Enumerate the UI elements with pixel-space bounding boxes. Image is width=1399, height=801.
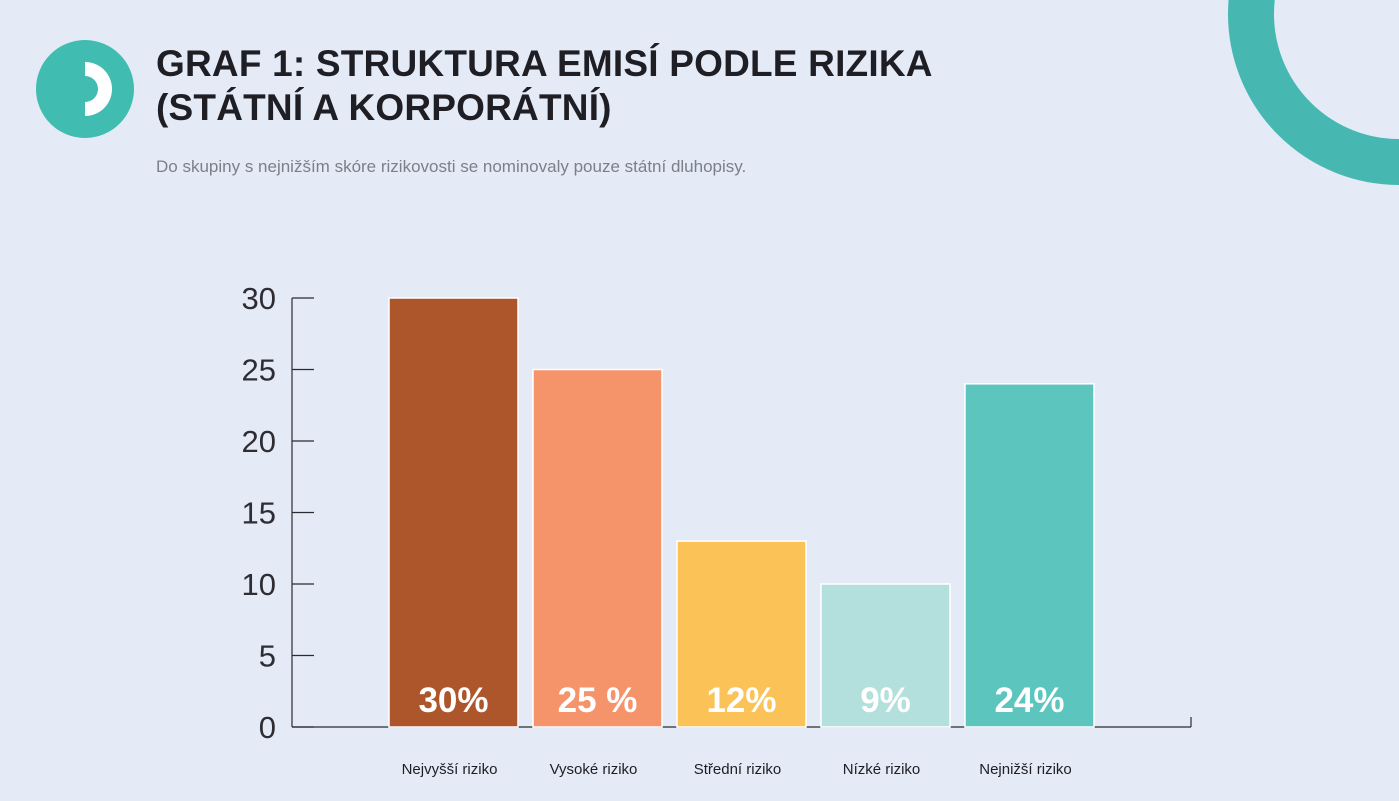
brand-logo-icon [36,40,134,138]
bar-data-label: 9% [860,681,911,720]
x-category-label: Vysoké riziko [550,761,638,778]
y-tick-label: 25 [242,353,276,388]
page-title-line-1: GRAF 1: STRUKTURA EMISÍ PODLE RIZIKA [156,43,933,84]
page-title: GRAF 1: STRUKTURA EMISÍ PODLE RIZIKA (ST… [156,42,1156,130]
bar [820,583,951,728]
bar [964,383,1095,728]
y-tick-label: 20 [242,424,276,459]
bar-data-label: 24% [994,681,1064,720]
y-tick-label: 0 [259,710,276,745]
bar-data-label: 12% [706,681,776,720]
x-category-label: Nízké riziko [843,761,921,778]
y-tick-label: 15 [242,496,276,531]
bar [532,368,663,728]
x-category-label: Nejnižší riziko [979,761,1072,778]
page-title-line-2: (STÁTNÍ A KORPORÁTNÍ) [156,87,612,128]
x-category-label: Nejvyšší riziko [402,761,498,778]
bar-data-label: 30% [418,681,488,720]
y-tick-label: 30 [242,281,276,316]
bar [388,297,519,728]
bar [676,540,807,728]
page-subtitle: Do skupiny s nejnižším skóre rizikovosti… [156,157,747,176]
x-category-label: Střední riziko [694,761,782,778]
bar-data-label: 25 % [558,681,638,720]
y-tick-label: 5 [259,639,276,674]
y-tick-label: 10 [242,567,276,602]
